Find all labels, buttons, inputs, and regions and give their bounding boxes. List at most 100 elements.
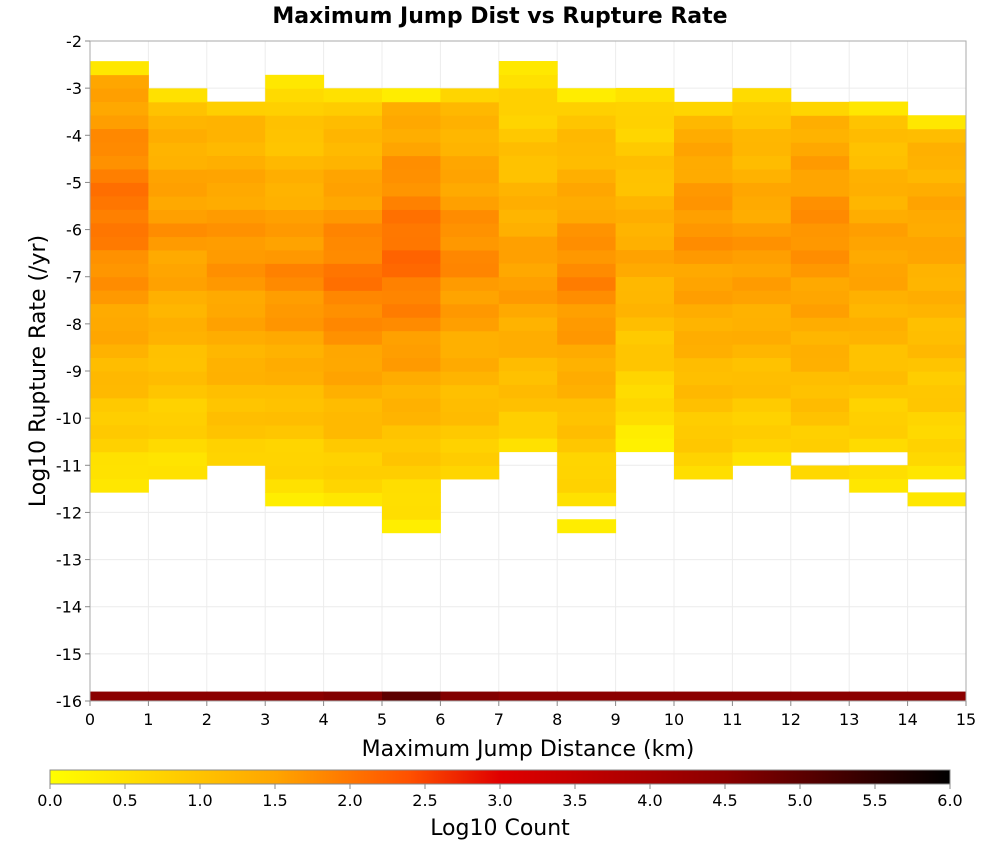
heatmap-cell [615,438,675,453]
heatmap-cell [674,438,733,453]
heatmap-cell [323,384,383,399]
heatmap-cell [557,209,617,224]
heatmap-cell [148,303,208,318]
heatmap-cell [674,452,733,466]
y-tick-label: -7 [66,268,82,287]
heatmap-cell [907,182,967,197]
y-tick-label: -12 [56,503,82,522]
heatmap-cell [90,276,149,291]
heatmap-cell [206,384,266,399]
heatmap-cell [148,425,208,440]
heatmap-cell [382,169,441,184]
heatmap-cell [498,263,558,278]
heatmap-cell [557,115,617,130]
heatmap-cell [498,155,558,170]
heatmap-cell [732,411,792,426]
heatmap-cell [615,236,675,251]
heatmap-cell [849,182,909,197]
heatmap-cell [732,249,792,264]
heatmap-cell [148,317,208,332]
heatmap-cell [90,74,149,89]
heatmap-cell [907,249,967,264]
heatmap-cell [790,249,850,264]
heatmap-cell [732,371,792,385]
heatmap-cell [498,316,558,331]
heatmap-cell [90,236,149,251]
heatmap-cell [615,330,675,345]
heatmap-cell [440,223,500,238]
heatmap-cell [849,128,909,143]
heatmap-cell [265,303,325,318]
heatmap-cell [849,249,909,264]
heatmap-cell [557,222,617,237]
heatmap-cell [90,263,149,278]
heatmap-cell [90,451,149,466]
heatmap-cell [382,155,441,170]
heatmap-cell [265,371,325,386]
colorbar-tick-label: 1.5 [262,791,287,810]
heatmap-cell [382,115,441,130]
heatmap-cell [498,128,558,143]
heatmap-cell [265,222,325,237]
heatmap-cell [206,222,266,237]
heatmap-cell [557,101,617,116]
heatmap-cell [907,330,967,345]
heatmap-cell [907,384,967,399]
heatmap-cell [382,317,441,332]
heatmap-cell [674,371,733,386]
heatmap-cell [790,263,850,278]
heatmap-cell [732,236,792,251]
heatmap-cell [790,357,850,372]
heatmap-cell [849,384,909,399]
heatmap-cell [790,128,850,143]
colorbar-tick-label: 2.0 [337,791,362,810]
heatmap-cell [498,691,558,701]
x-tick-label: 13 [839,710,859,729]
heatmap-cell [907,155,967,170]
heatmap-cell [90,249,149,264]
heatmap-cell [849,101,909,116]
heatmap-cell [498,249,558,264]
y-tick-label: -9 [66,362,82,381]
heatmap-cell [440,344,500,359]
heatmap-cell [674,330,733,345]
heatmap-cell [907,263,967,278]
heatmap-cell [382,344,441,359]
heatmap-cell [206,115,266,130]
heatmap-cell [849,195,909,210]
heatmap-cell [440,276,500,291]
heatmap-cell [382,478,441,493]
heatmap-cell [732,115,792,130]
heatmap-cell [90,411,149,426]
heatmap-cell [323,478,383,493]
heatmap-cell [615,168,675,183]
heatmap-cell [90,88,149,103]
heatmap-cell [323,169,383,184]
heatmap-cell [440,330,500,345]
heatmap-cell [790,371,850,386]
colorbar [49,769,951,785]
x-tick-label: 0 [85,710,95,729]
heatmap-cell [323,344,383,359]
heatmap-cell [206,168,266,183]
heatmap-cell [907,303,967,318]
heatmap-cell [790,465,850,480]
heatmap-cell [674,236,733,251]
heatmap-cell [90,115,149,130]
heatmap-cell [557,303,617,318]
heatmap-cell [206,330,266,345]
heatmap-cell [557,88,617,103]
heatmap-cell [206,424,266,439]
heatmap-cell [849,438,909,453]
heatmap-cell [440,128,500,143]
heatmap-cell [440,691,500,701]
heatmap-cell [90,330,149,345]
heatmap-cell [265,691,325,701]
heatmap-cell [790,223,850,238]
heatmap-cell [849,317,909,332]
heatmap-cell [148,357,208,372]
x-tick-label: 5 [377,710,387,729]
heatmap-cell [148,101,208,116]
heatmap-cell [90,141,149,156]
